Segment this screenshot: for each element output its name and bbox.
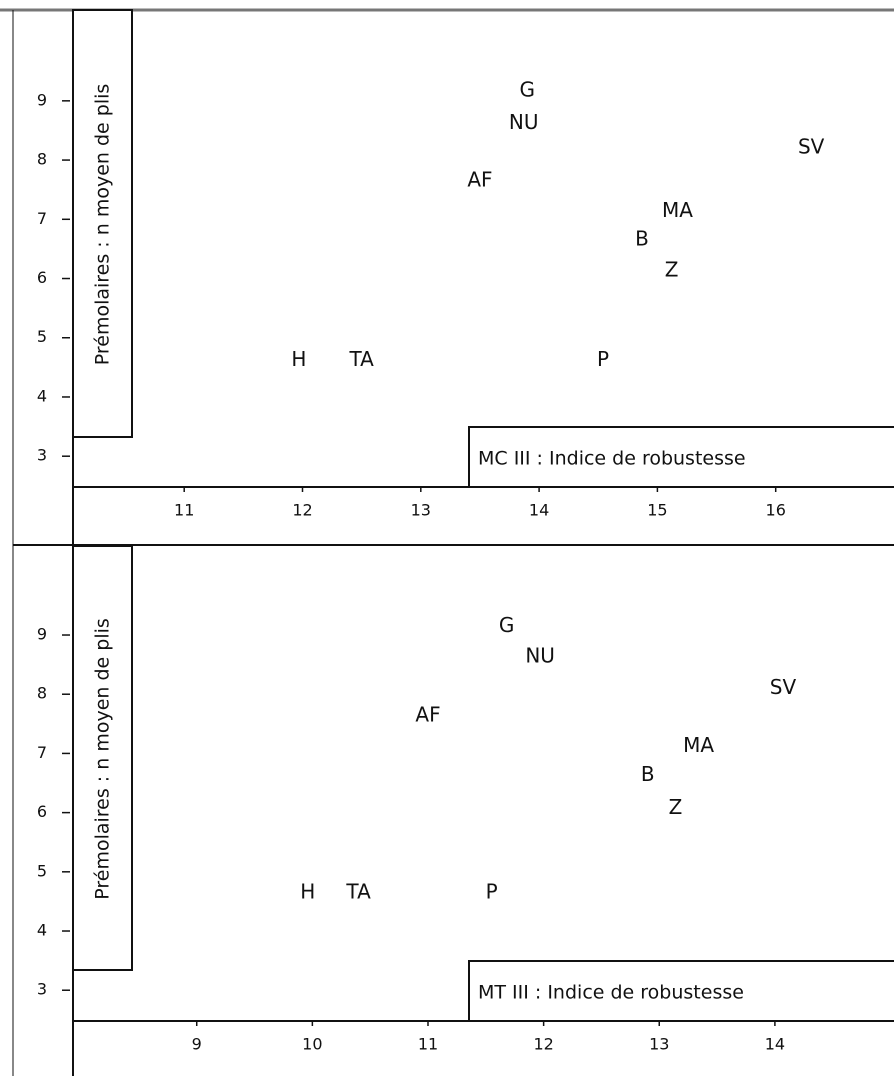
y-tick-label: 7 xyxy=(37,209,47,228)
x-tick-label: 13 xyxy=(411,501,431,520)
y-tick-label: 6 xyxy=(37,802,47,821)
y-tick-label: 3 xyxy=(37,446,47,465)
point-label: TA xyxy=(348,347,374,371)
y-label-box xyxy=(72,545,133,971)
y-label-box xyxy=(72,9,133,438)
point-label: H xyxy=(300,880,315,904)
y-axis-label: Prémolaires : n moyen de plis xyxy=(92,618,114,900)
x-tick-label: 9 xyxy=(192,1035,202,1054)
point-label: SV xyxy=(798,135,825,159)
x-tick-label: 15 xyxy=(647,501,667,520)
point-label: MA xyxy=(662,198,693,222)
y-tick-label: 5 xyxy=(37,327,47,346)
y-tick-label: 4 xyxy=(37,921,47,940)
point-label: P xyxy=(486,880,498,904)
x-tick-label: 16 xyxy=(766,501,786,520)
y-tick-label: 7 xyxy=(37,743,47,762)
x-label-box xyxy=(468,426,894,488)
x-axis-label: MC III : Indice de robustesse xyxy=(478,448,746,470)
x-tick-label: 12 xyxy=(292,501,312,520)
x-tick-label: 14 xyxy=(529,501,549,520)
point-label: B xyxy=(635,227,649,251)
point-label: G xyxy=(499,613,515,637)
point-label: H xyxy=(291,347,306,371)
y-tick-label: 9 xyxy=(37,90,47,109)
x-label-box xyxy=(468,960,894,1022)
point-label: Z xyxy=(665,257,679,281)
y-tick-label: 8 xyxy=(37,150,47,169)
y-axis-label: Prémolaires : n moyen de plis xyxy=(92,84,114,366)
point-label: SV xyxy=(770,675,797,699)
y-tick-label: 3 xyxy=(37,980,47,999)
point-label: TA xyxy=(345,880,371,904)
point-label: B xyxy=(641,762,655,786)
point-label: NU xyxy=(509,110,539,134)
point-label: AF xyxy=(467,167,492,191)
x-tick-label: 14 xyxy=(765,1035,785,1054)
point-label: G xyxy=(520,77,536,101)
x-tick-label: 11 xyxy=(174,501,194,520)
x-tick-label: 13 xyxy=(649,1035,669,1054)
point-label: NU xyxy=(525,643,555,667)
y-tick-label: 5 xyxy=(37,861,47,880)
point-label: P xyxy=(597,347,609,371)
y-tick-label: 6 xyxy=(37,268,47,287)
point-label: AF xyxy=(415,703,440,727)
x-axis-label: MT III : Indice de robustesse xyxy=(478,982,744,1004)
point-label: MA xyxy=(683,733,714,757)
x-tick-label: 11 xyxy=(418,1035,438,1054)
x-tick-label: 10 xyxy=(302,1035,322,1054)
y-tick-label: 4 xyxy=(37,386,47,405)
x-tick-label: 12 xyxy=(533,1035,553,1054)
y-tick-label: 8 xyxy=(37,684,47,703)
point-label: Z xyxy=(669,795,683,819)
y-tick-label: 9 xyxy=(37,625,47,644)
